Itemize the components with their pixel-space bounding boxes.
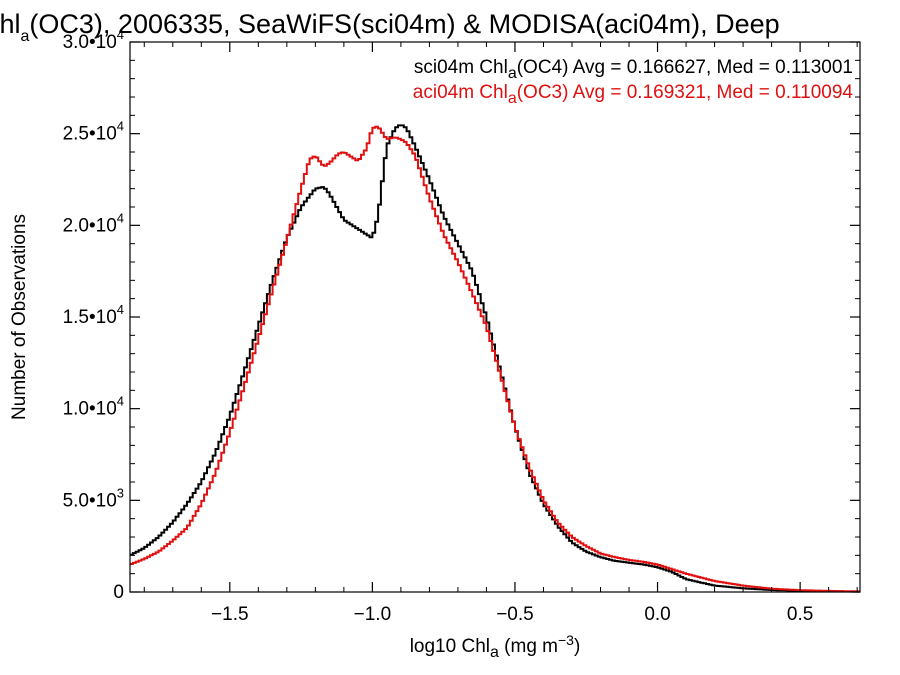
y-axis-label: Number of Observations: [9, 214, 30, 420]
y-tick-label: 1.0•104: [63, 394, 124, 420]
x-tick-label: 0.0: [644, 604, 670, 625]
x-tick-label: −0.5: [496, 604, 534, 625]
x-tick-label: 0.5: [787, 604, 813, 625]
axis-layer: −1.5 −1.0 −0.5 0.0 0.5 0 5.0•103 1.0•104 1.5•104…: [63, 27, 860, 625]
y-tick-label: 3.0•104: [63, 27, 124, 53]
x-tick-label: −1.0: [354, 604, 392, 625]
plot-frame: [129, 41, 861, 593]
y-tick-label: 5.0•103: [63, 485, 124, 511]
y-tick-label: 2.5•104: [63, 119, 124, 145]
series-layer: [130, 124, 860, 593]
y-tick-label: 0: [113, 582, 124, 603]
x-axis-label: log10 Chla (mg m−3): [410, 632, 581, 661]
series-sci04m: [130, 124, 860, 593]
chart-title: Chla(OC3), 2006335, SeaWiFS(sci04m) & MO…: [0, 9, 780, 45]
x-tick-label: −1.5: [211, 604, 249, 625]
legend-entry-aci04m: aci04m Chla(OC3) Avg = 0.169321, Med = 0…: [413, 82, 854, 107]
y-tick-label: 1.5•104: [63, 302, 124, 328]
y-tick-label: 2.0•104: [63, 210, 124, 236]
legend-entry-sci04m: sci04m Chla(OC4) Avg = 0.166627, Med = 0…: [414, 57, 853, 82]
series-aci04m: [130, 125, 860, 593]
